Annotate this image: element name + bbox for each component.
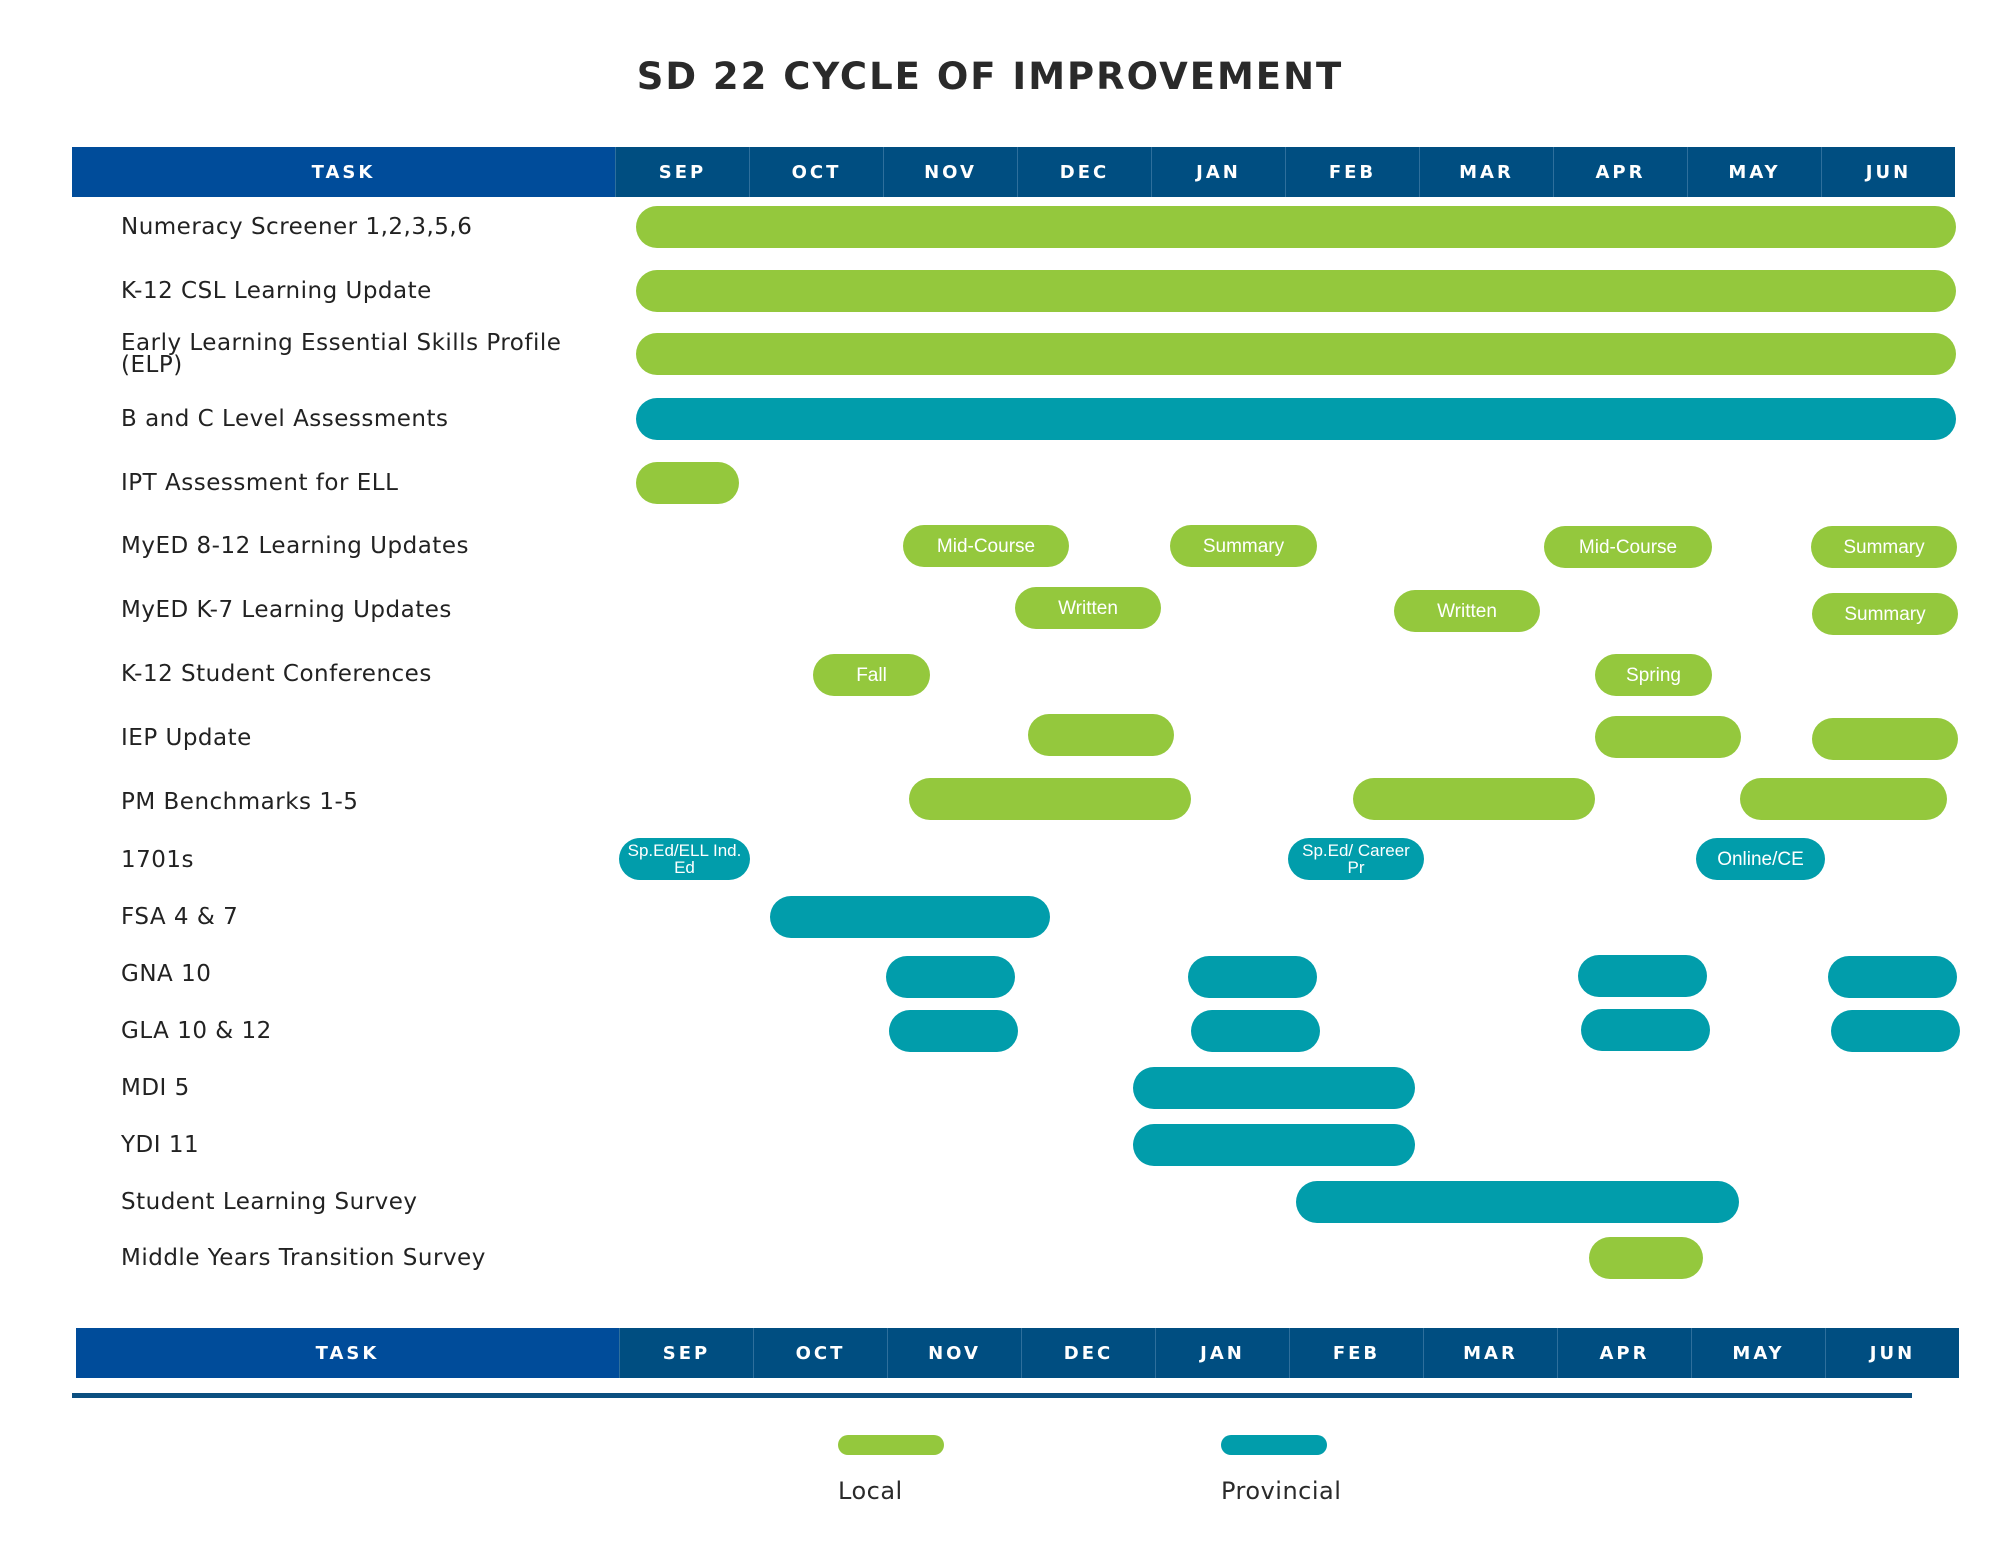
bar-iep-update-3	[1812, 718, 1958, 760]
bar-myed-k7-summary: Summary	[1812, 593, 1958, 635]
bar-gla-10-12-2	[1191, 1010, 1320, 1052]
bar-gla-10-12-4	[1831, 1010, 1960, 1052]
header-bottom: TASK SEP OCT NOV DEC JAN FEB MAR APR MAY…	[76, 1328, 1959, 1378]
task-label: MyED K-7 Learning Updates	[121, 597, 452, 623]
divider-rule	[72, 1393, 1912, 1398]
bar-1701s-online-ce: Online/CE	[1696, 838, 1825, 880]
task-label: Middle Years Transition Survey	[121, 1245, 486, 1271]
header-month-jun: JUN	[1825, 1328, 1959, 1378]
legend-swatch-local	[838, 1435, 944, 1455]
bar-iep-update-1	[1028, 714, 1174, 756]
header-month-jan: JAN	[1151, 147, 1285, 197]
bar-myed-k7-written-1: Written	[1015, 587, 1161, 629]
task-label: Student Learning Survey	[121, 1189, 418, 1215]
bar-b-c-level-assessments	[636, 398, 1956, 440]
task-label: IEP Update	[121, 725, 252, 751]
bar-myed-8-12-summary-2: Summary	[1811, 526, 1957, 568]
header-task: TASK	[76, 1328, 619, 1378]
bar-pm-benchmarks-2	[1353, 778, 1595, 820]
task-label: PM Benchmarks 1-5	[121, 789, 359, 815]
header-month-feb: FEB	[1285, 147, 1419, 197]
task-label: GNA 10	[121, 961, 212, 987]
bar-myed-8-12-midcourse-1: Mid-Course	[903, 525, 1069, 567]
header-month-sep: SEP	[619, 1328, 753, 1378]
bar-myed-k7-written-2: Written	[1394, 590, 1540, 632]
bar-pm-benchmarks-1	[909, 778, 1191, 820]
bar-gla-10-12-1	[889, 1010, 1018, 1052]
header-month-nov: NOV	[887, 1328, 1021, 1378]
bar-gna-10-2	[1188, 956, 1317, 998]
header-month-dec: DEC	[1021, 1328, 1155, 1378]
task-label: B and C Level Assessments	[121, 406, 449, 432]
legend-label-local: Local	[838, 1477, 903, 1505]
bar-gna-10-4	[1828, 956, 1957, 998]
header-month-oct: OCT	[753, 1328, 887, 1378]
task-label: K-12 CSL Learning Update	[121, 278, 432, 304]
header-month-sep: SEP	[615, 147, 749, 197]
bar-mdi-5	[1133, 1067, 1415, 1109]
task-label: FSA 4 & 7	[121, 904, 239, 930]
task-label: MyED 8-12 Learning Updates	[121, 533, 469, 559]
task-label: Early Learning Essential Skills Profile …	[121, 330, 562, 378]
bar-1701s-sp-ed-ell: Sp.Ed/ELL Ind. Ed	[619, 838, 750, 880]
task-label: IPT Assessment for ELL	[121, 470, 399, 496]
task-label: 1701s	[121, 847, 195, 873]
header-month-jan: JAN	[1155, 1328, 1289, 1378]
header-month-apr: APR	[1557, 1328, 1691, 1378]
bar-gna-10-3	[1578, 955, 1707, 997]
header-month-nov: NOV	[883, 147, 1017, 197]
bar-ydi-11	[1133, 1124, 1415, 1166]
task-label: K-12 Student Conferences	[121, 661, 432, 687]
header-top: TASK SEP OCT NOV DEC JAN FEB MAR APR MAY…	[72, 147, 1955, 197]
bar-ipt-assessment	[636, 462, 739, 504]
bar-student-learning-survey	[1296, 1181, 1739, 1223]
header-month-mar: MAR	[1423, 1328, 1557, 1378]
bar-conferences-spring: Spring	[1595, 654, 1712, 696]
header-month-oct: OCT	[749, 147, 883, 197]
header-task: TASK	[72, 147, 615, 197]
legend-label-provincial: Provincial	[1221, 1477, 1342, 1505]
bar-gla-10-12-3	[1581, 1009, 1710, 1051]
task-label: GLA 10 & 12	[121, 1018, 272, 1044]
bar-conferences-fall: Fall	[813, 654, 930, 696]
header-month-mar: MAR	[1419, 147, 1553, 197]
header-month-feb: FEB	[1289, 1328, 1423, 1378]
bar-middle-years-transition	[1589, 1237, 1703, 1279]
task-label: MDI 5	[121, 1075, 190, 1101]
bar-gna-10-1	[886, 956, 1015, 998]
header-month-apr: APR	[1553, 147, 1687, 197]
legend-swatch-provincial	[1221, 1435, 1327, 1455]
bar-numeracy-screener	[636, 206, 1956, 248]
header-month-may: MAY	[1687, 147, 1821, 197]
bar-pm-benchmarks-3	[1740, 778, 1947, 820]
page-title: SD 22 CYCLE OF IMPROVEMENT	[636, 55, 1344, 98]
task-label: Numeracy Screener 1,2,3,5,6	[121, 214, 473, 240]
bar-k12-csl-update	[636, 270, 1956, 312]
bar-myed-8-12-summary-1: Summary	[1170, 525, 1317, 567]
bar-fsa-4-7	[770, 896, 1050, 938]
bar-myed-8-12-midcourse-2: Mid-Course	[1544, 526, 1712, 568]
header-month-dec: DEC	[1017, 147, 1151, 197]
bar-early-learning-elp	[636, 333, 1956, 375]
task-label: YDI 11	[121, 1132, 200, 1158]
bar-iep-update-2	[1595, 716, 1741, 758]
bar-1701s-sp-ed-career: Sp.Ed/ Career Pr	[1288, 838, 1424, 880]
header-month-jun: JUN	[1821, 147, 1955, 197]
header-month-may: MAY	[1691, 1328, 1825, 1378]
